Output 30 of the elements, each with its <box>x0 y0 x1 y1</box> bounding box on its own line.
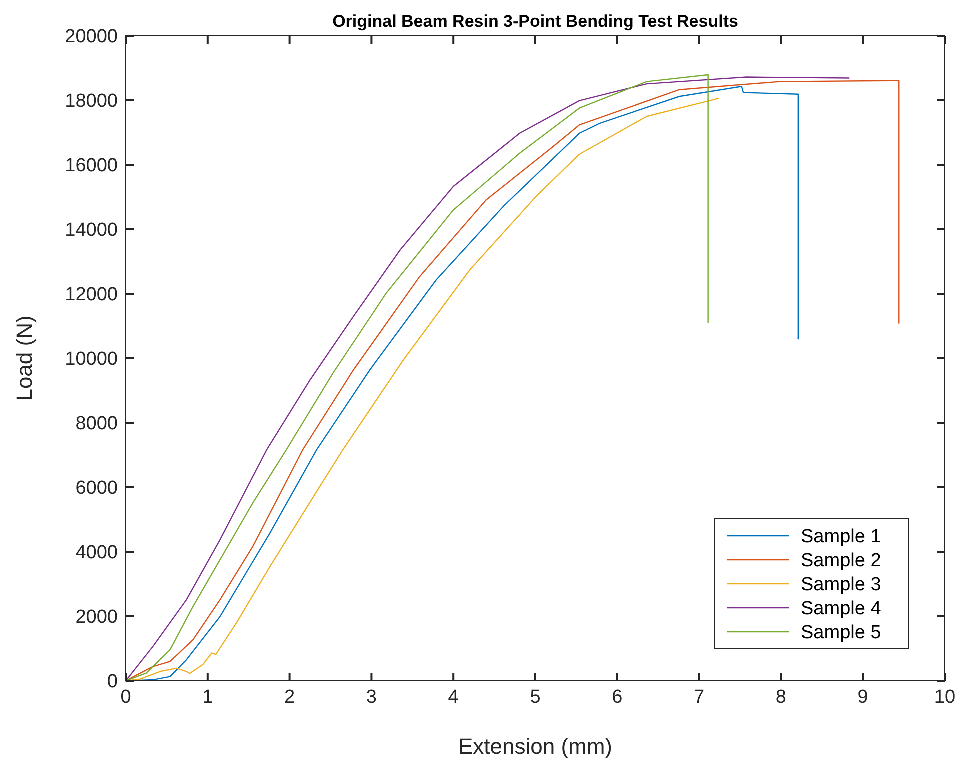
y-tick-label: 8000 <box>76 414 118 435</box>
x-tick-label: 3 <box>366 687 377 708</box>
x-tick-label: 1 <box>202 687 214 708</box>
x-tick-label: 7 <box>694 687 705 708</box>
y-tick-label: 14000 <box>65 220 118 242</box>
y-tick-label: 16000 <box>65 156 118 177</box>
y-tick-label: 20000 <box>65 26 118 48</box>
legend-label: Sample 4 <box>801 598 882 620</box>
x-tick-label: 4 <box>448 687 460 708</box>
y-tick-label: 18000 <box>65 91 118 112</box>
y-tick-label: 12000 <box>65 284 118 306</box>
legend-label: Sample 5 <box>801 622 882 644</box>
x-tick-label: 6 <box>612 687 623 708</box>
y-tick-label: 4000 <box>76 542 118 564</box>
x-tick-label: 2 <box>284 687 296 708</box>
y-tick-label: 6000 <box>76 478 118 500</box>
legend-label: Sample 1 <box>801 526 882 548</box>
y-tick-label: 2000 <box>76 607 118 628</box>
x-tick-label: 8 <box>776 687 786 708</box>
chart-title: Original Beam Resin 3-Point Bending Test Results <box>332 12 738 31</box>
legend-label: Sample 2 <box>801 550 882 572</box>
y-axis-title: Load (N) <box>12 316 37 402</box>
legend-label: Sample 3 <box>801 574 882 596</box>
y-tick-label: 0 <box>107 672 118 693</box>
x-tick-label: 5 <box>530 687 541 708</box>
y-tick-label: 10000 <box>65 349 118 370</box>
x-tick-label: 9 <box>858 687 868 708</box>
x-tick-label: 0 <box>120 687 132 708</box>
x-axis-title: Extension (mm) <box>458 734 613 759</box>
x-tick-label: 10 <box>934 687 956 708</box>
